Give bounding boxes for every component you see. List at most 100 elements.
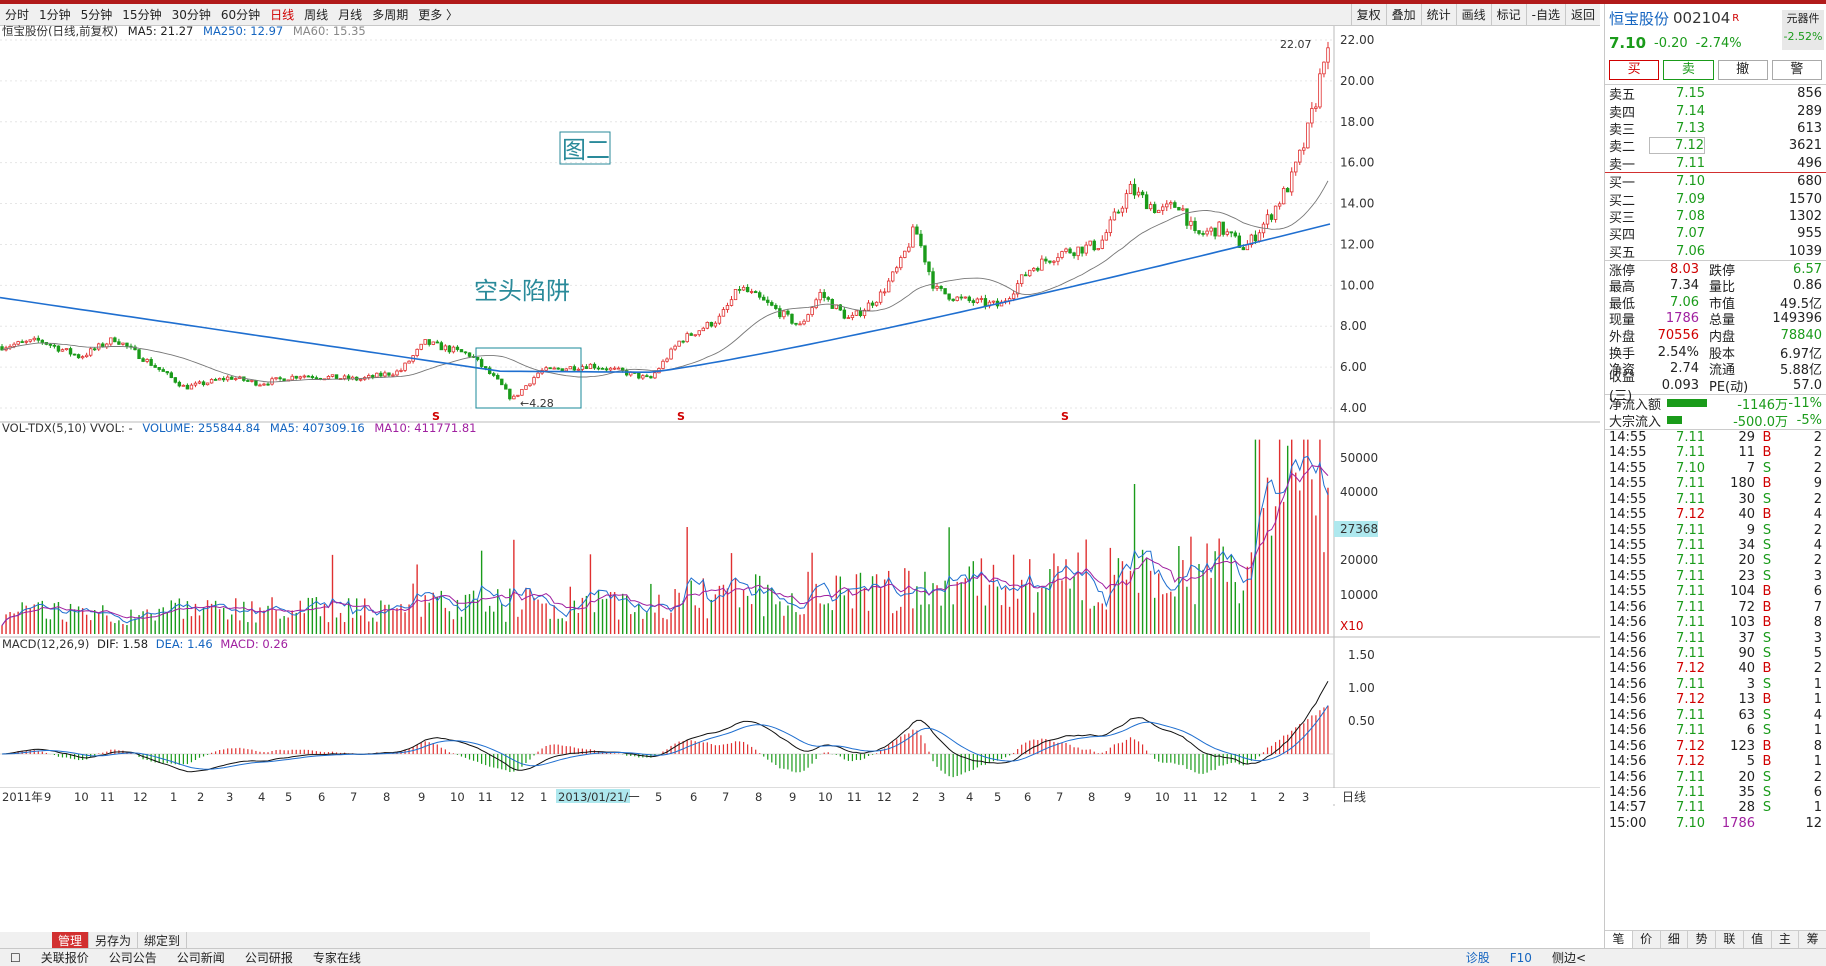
- tick-row: 14:55 7.10 7 S 2: [1605, 461, 1826, 476]
- cancel-order-button[interactable]: 撤: [1717, 60, 1768, 80]
- sector-badge[interactable]: 元器件 -2.52%: [1782, 10, 1824, 50]
- tab-period-4[interactable]: 30分钟: [171, 7, 211, 22]
- candle-body: [254, 380, 258, 386]
- tool-button-2[interactable]: 统计: [1420, 3, 1456, 26]
- tab-period-8[interactable]: 月线: [338, 7, 363, 22]
- candle-body: [508, 388, 512, 400]
- stat-row: 最低 7.06 市值 49.5亿: [1605, 294, 1826, 312]
- candle-body: [80, 356, 85, 359]
- stat-cell: 最高: [1609, 280, 1636, 296]
- tab-period-daily[interactable]: 日线: [270, 7, 295, 22]
- candle-body: [653, 372, 657, 379]
- tick-row: 14:55 7.11 104 B 6: [1605, 584, 1826, 599]
- tool-button-0[interactable]: 复权: [1350, 3, 1386, 26]
- bottom-link-4[interactable]: 专家在线: [312, 951, 361, 965]
- dea-line: [1, 705, 1329, 770]
- manage-button[interactable]: 管理: [52, 931, 90, 949]
- bottom-link-3[interactable]: 公司研报: [244, 951, 293, 965]
- vol-ma10-legend: MA10: 411771.81: [374, 421, 477, 435]
- candle-body: [246, 380, 250, 382]
- candle-body: [1241, 247, 1246, 251]
- tick-side: S: [1762, 630, 1772, 646]
- candle-body: [1205, 230, 1209, 235]
- panel-tab-0[interactable]: 笔: [1605, 931, 1633, 948]
- panel-tab-5[interactable]: 值: [1744, 931, 1772, 948]
- bind-to-button[interactable]: 绑定到: [138, 931, 188, 949]
- stock-name[interactable]: 恒宝股份: [1609, 9, 1670, 28]
- stat-cell: 0.093: [1661, 377, 1699, 393]
- vol-tick-label: 10000: [1340, 588, 1378, 602]
- panel-tab-7[interactable]: 筹: [1799, 931, 1826, 948]
- candle-body: [407, 360, 411, 364]
- macd-legend: MACD(12,26,9) DIF: 1.58 DEA: 1.46 MACD: …: [2, 637, 288, 651]
- sell-button[interactable]: 卖: [1663, 60, 1714, 80]
- panel-tab-2[interactable]: 细: [1661, 931, 1689, 948]
- menu-icon[interactable]: ☐: [10, 950, 21, 965]
- stat-cell: 149396: [1772, 311, 1822, 327]
- candle-body: [84, 354, 89, 358]
- tab-period-9[interactable]: 多周期: [372, 7, 409, 22]
- tick-count: 5: [1813, 646, 1822, 661]
- alert-button[interactable]: 警: [1771, 60, 1822, 80]
- tab-period-2[interactable]: 5分钟: [80, 7, 113, 22]
- panel-tab-1[interactable]: 价: [1633, 931, 1661, 948]
- tick-volume: 20: [1738, 553, 1755, 569]
- tick-side: B: [1762, 507, 1772, 523]
- chart-area[interactable]: 22.00 20.00 18.00 16.00 14.00 12.00 10.00 8.00 6…: [0, 24, 1600, 931]
- ask-row: 卖一 7.11 496: [1605, 155, 1826, 173]
- stat-cell: 0.86: [1793, 278, 1822, 294]
- candle-body: [951, 298, 955, 301]
- tick-time: 14:56: [1609, 599, 1647, 615]
- buy-button[interactable]: 买: [1609, 60, 1660, 80]
- candle-body: [1225, 231, 1229, 235]
- panel-tab-6[interactable]: 主: [1772, 931, 1800, 948]
- tick-price: 7.11: [1676, 584, 1705, 600]
- tick-list[interactable]: 14:55 7.11 29 B 2 14:55 7.11 11 B 2 14:55 7.10 7 S 2 14…: [1605, 428, 1826, 831]
- tick-volume: 20: [1738, 769, 1755, 785]
- candle-body: [874, 301, 879, 306]
- tick-price: 7.11: [1676, 553, 1705, 569]
- candle-body: [52, 344, 57, 347]
- candle-body: [721, 309, 726, 317]
- tick-price: 7.12: [1676, 754, 1705, 770]
- vol-tick-label: 20000: [1340, 553, 1378, 567]
- tool-button-5[interactable]: -自选: [1525, 3, 1565, 26]
- bottom-link-2[interactable]: 公司新闻: [176, 951, 225, 965]
- tab-period-more[interactable]: 更多 〉: [418, 7, 459, 22]
- bid-price: 7.07: [1676, 226, 1705, 242]
- f10-link[interactable]: F10: [1509, 950, 1532, 965]
- tool-button-1[interactable]: 叠加: [1385, 3, 1421, 26]
- panel-tab-4[interactable]: 联: [1716, 931, 1744, 948]
- tab-period-3[interactable]: 15分钟: [122, 7, 162, 22]
- candle-body: [487, 367, 492, 375]
- tab-period-7[interactable]: 周线: [304, 7, 329, 22]
- tool-button-4[interactable]: 标记: [1490, 3, 1526, 26]
- price-tick-label: 14.00: [1340, 197, 1374, 211]
- tool-button-3[interactable]: 画线: [1455, 3, 1491, 26]
- candle-body: [1161, 206, 1165, 211]
- panel-tab-3[interactable]: 势: [1688, 931, 1716, 948]
- tick-count: 3: [1813, 630, 1822, 646]
- sidebar-toggle[interactable]: 侧边<: [1551, 951, 1586, 965]
- price-tick-label: 8.00: [1340, 319, 1367, 333]
- candle-body: [729, 299, 734, 306]
- candle-body: [1019, 274, 1024, 285]
- tab-period-5[interactable]: 60分钟: [220, 7, 261, 22]
- tick-price: 7.12: [1676, 692, 1705, 708]
- tick-time: 14:55: [1609, 522, 1647, 538]
- bottom-link-1[interactable]: 公司公告: [108, 951, 157, 965]
- candle-body: [117, 341, 121, 345]
- candle-body: [931, 271, 935, 289]
- diagnose-link[interactable]: 诊股: [1465, 951, 1490, 965]
- candle-body: [1265, 214, 1270, 225]
- tab-period-1[interactable]: 1分钟: [39, 7, 71, 22]
- bid-vol: 1302: [1788, 208, 1822, 224]
- candle-body: [153, 365, 157, 368]
- bottom-link-0[interactable]: 关联报价: [40, 951, 89, 965]
- tool-button-6[interactable]: 返回: [1564, 3, 1600, 26]
- save-as-button[interactable]: 另存为: [89, 931, 139, 949]
- tick-count: 2: [1813, 445, 1822, 461]
- candlestick-chart-canvas[interactable]: 22.0020.0018.0016.0014.0012.0010.008.006…: [0, 26, 1600, 931]
- candle-body: [258, 384, 262, 387]
- tab-period-0[interactable]: 分时: [5, 7, 30, 22]
